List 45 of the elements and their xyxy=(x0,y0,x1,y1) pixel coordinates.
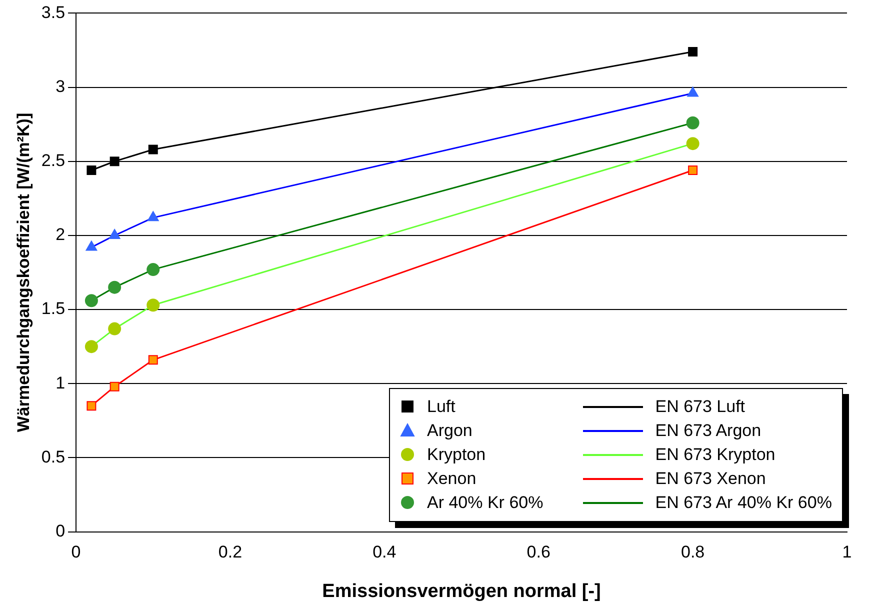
x-tick-label: 0.8 xyxy=(680,542,705,562)
point xyxy=(146,298,160,312)
y-tick-label: 2.5 xyxy=(41,151,66,170)
point xyxy=(146,263,160,276)
y-tick-label: 3.5 xyxy=(41,2,66,22)
legend-label: EN 673 Ar 40% Kr 60% xyxy=(655,492,832,513)
point xyxy=(84,294,98,308)
legend-label: Argon xyxy=(427,420,472,441)
point xyxy=(688,166,698,176)
point xyxy=(148,355,158,365)
point xyxy=(686,137,700,150)
x-axis-title: Emissionsvermögen normal [-] xyxy=(322,580,601,602)
legend-label: Krypton xyxy=(427,444,486,465)
point xyxy=(687,86,699,97)
legend-label: EN 673 Xenon xyxy=(655,468,766,489)
legend-label: Xenon xyxy=(427,468,476,489)
x-tick-label: 0.6 xyxy=(526,542,550,562)
legend-label: EN 673 Argon xyxy=(655,420,762,441)
y-tick-label: 3 xyxy=(56,76,66,96)
point xyxy=(686,116,700,130)
x-tick-label: 1 xyxy=(842,542,852,562)
legend-label: EN 673 Luft xyxy=(655,396,746,417)
point xyxy=(148,144,158,154)
y-tick-label: 2 xyxy=(56,225,66,244)
point xyxy=(688,46,698,56)
x-tick-label: 0.2 xyxy=(218,542,242,562)
legend-label: EN 673 Krypton xyxy=(655,444,776,465)
y-axis-title: Wärmedurchgangskoeffizient [W/(m²K)] xyxy=(14,112,33,432)
y-tick-label: 1 xyxy=(56,373,66,392)
y-tick-label: 0 xyxy=(56,521,66,540)
point xyxy=(86,240,98,251)
point xyxy=(147,211,159,222)
y-tick-label: 1.5 xyxy=(41,299,66,318)
x-tick-label: 0 xyxy=(71,542,81,562)
point xyxy=(110,382,120,392)
point xyxy=(108,280,122,294)
point xyxy=(86,166,96,176)
legend-label: Luft xyxy=(427,396,456,417)
legend-label: Ar 40% Kr 60% xyxy=(427,492,544,513)
y-tick-label: 0.5 xyxy=(41,447,66,466)
point xyxy=(86,401,96,411)
point xyxy=(84,340,98,354)
point xyxy=(108,322,122,336)
point xyxy=(110,156,120,166)
x-tick-label: 0.4 xyxy=(372,542,396,562)
